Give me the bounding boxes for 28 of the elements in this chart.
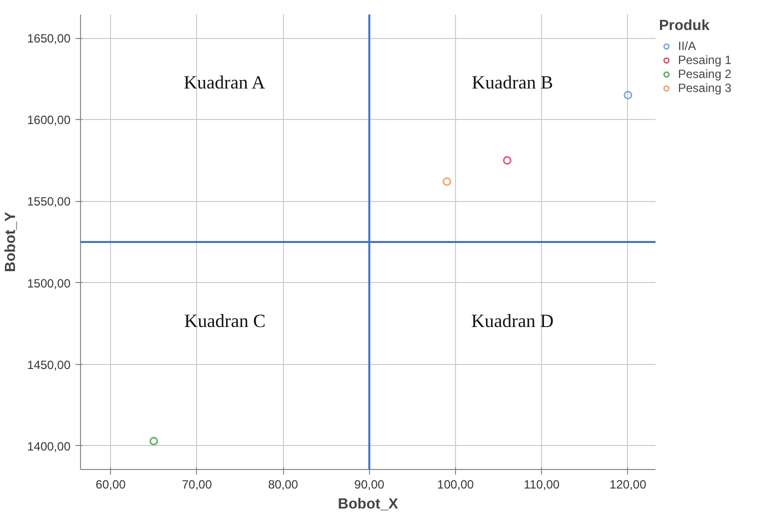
point (442, 177, 452, 186)
point (502, 156, 512, 165)
legend-label: Pesaing 3 (678, 81, 732, 95)
legend-label: II/A (678, 39, 698, 53)
y-tick-label: 1650,00 (27, 32, 71, 46)
annotation: Kuadran D (471, 311, 554, 332)
x-tick-label: 110,00 (524, 478, 560, 492)
x-axis-title: Bobot_X (338, 496, 398, 512)
annotation: Kuadran C (184, 311, 266, 332)
y-axis-title: Bobot_Y (3, 212, 20, 272)
y-tick-label: 1450,00 (27, 358, 71, 372)
x-tick-label: 60,00 (96, 478, 126, 492)
annotation: Kuadran A (184, 72, 266, 94)
x-tick-label: 80,00 (268, 478, 298, 492)
point (624, 90, 632, 100)
y-tick-label: 1400,00 (27, 440, 71, 454)
legend-title: Produk (659, 18, 710, 34)
x-tick-label: 90,00 (354, 478, 385, 492)
point (150, 436, 158, 446)
x-tick-label: 120,00 (610, 478, 647, 492)
x-tick-label: 100,00 (437, 478, 474, 492)
legend-label: Pesaing 1 (678, 53, 732, 67)
y-tick-label: 1500,00 (27, 276, 71, 290)
annotation: Kuadran B (472, 72, 554, 94)
legend-label: Pesaing 2 (678, 67, 732, 81)
y-tick-label: 1550,00 (27, 194, 71, 209)
y-tick-label: 1600,00 (27, 113, 71, 128)
x-tick-label: 70,00 (182, 478, 212, 492)
